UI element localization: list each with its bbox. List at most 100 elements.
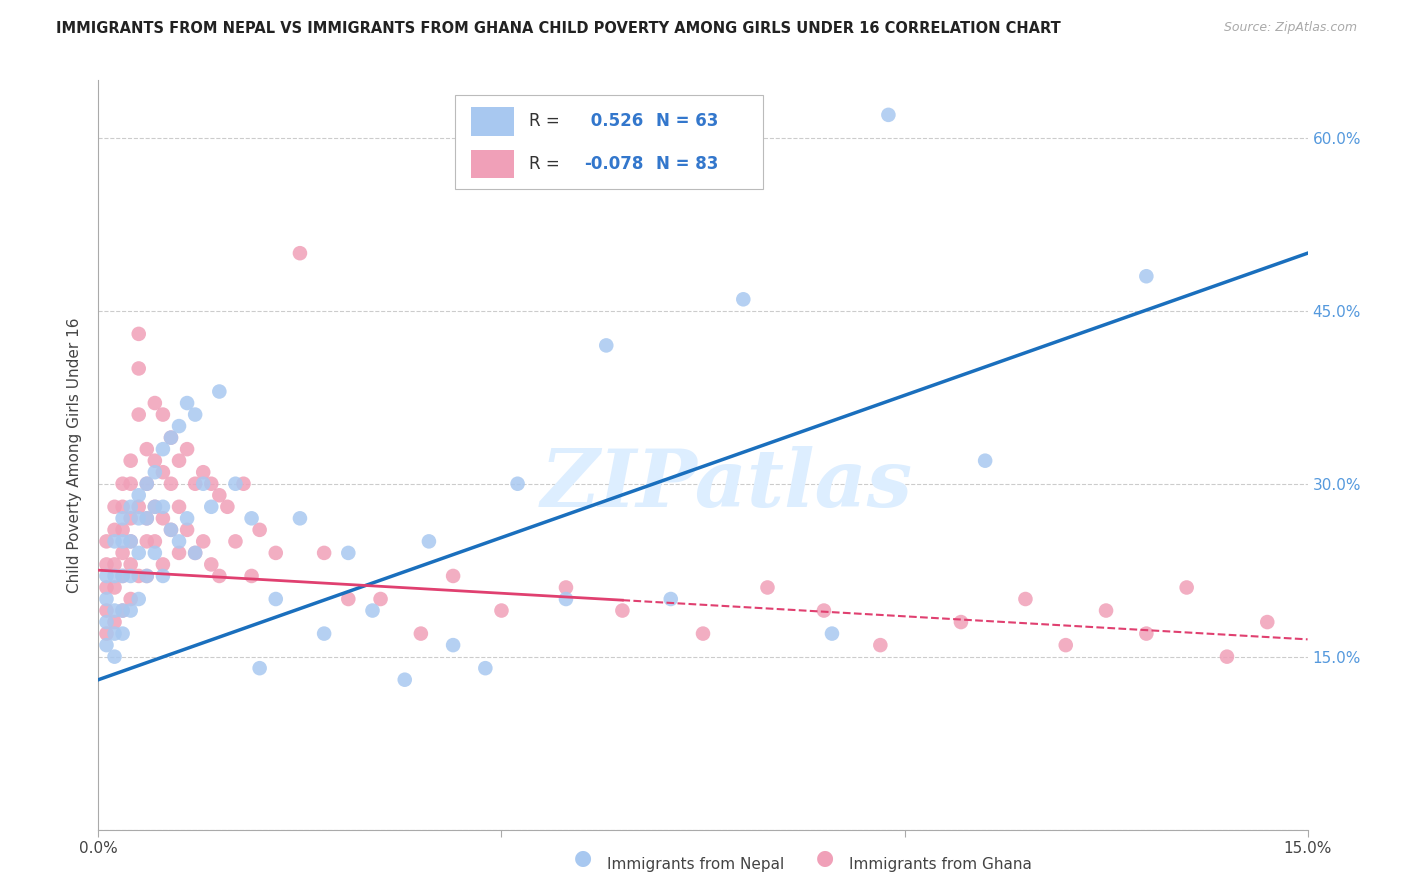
Point (143, 534, 166, 549)
Point (595, 338, 617, 352)
Point (111, 603, 134, 617)
Point (160, 523, 183, 537)
Point (143, 546, 166, 560)
Point (264, 592, 287, 607)
Point (184, 408, 207, 422)
Point (120, 511, 142, 525)
Point (733, 293, 755, 307)
Point (128, 546, 150, 560)
Point (111, 546, 134, 560)
Point (1014, 592, 1036, 607)
Point (96, 638, 118, 652)
Point (756, 581, 779, 595)
Point (135, 511, 157, 525)
Point (224, 476, 246, 491)
Text: IMMIGRANTS FROM NEPAL VS IMMIGRANTS FROM GHANA CHILD POVERTY AMONG GIRLS UNDER 1: IMMIGRANTS FROM NEPAL VS IMMIGRANTS FROM… (56, 21, 1062, 36)
Point (1256, 615, 1278, 629)
Text: ●: ● (575, 848, 592, 868)
Point (120, 592, 142, 607)
Point (152, 558, 174, 572)
Point (184, 546, 207, 560)
Point (1054, 638, 1077, 652)
Point (555, 581, 578, 595)
Point (370, 592, 392, 607)
Point (143, 500, 166, 514)
Point (96, 626, 118, 640)
Point (143, 453, 166, 467)
Point (167, 453, 190, 467)
Point (288, 246, 311, 260)
Point (135, 476, 157, 491)
Point (128, 569, 150, 583)
Point (176, 396, 198, 410)
Point (184, 476, 207, 491)
Point (135, 476, 157, 491)
Point (152, 569, 174, 583)
Point (103, 534, 125, 549)
Point (813, 603, 835, 617)
Text: ●: ● (817, 848, 834, 868)
Point (167, 500, 190, 514)
Text: Immigrants from Nepal: Immigrants from Nepal (607, 857, 785, 872)
Point (240, 511, 263, 525)
Point (418, 534, 440, 549)
Point (184, 546, 207, 560)
Point (441, 569, 464, 583)
Point (1216, 649, 1239, 664)
Point (120, 534, 142, 549)
Point (193, 476, 215, 491)
Point (337, 546, 360, 560)
Point (160, 431, 183, 445)
Point (208, 384, 231, 399)
Point (152, 465, 174, 479)
Point (103, 626, 125, 640)
Point (869, 638, 891, 652)
Point (249, 523, 271, 537)
Point (128, 511, 150, 525)
Point (111, 534, 134, 549)
Point (103, 569, 125, 583)
Text: Immigrants from Ghana: Immigrants from Ghana (849, 857, 1032, 872)
Point (120, 500, 142, 514)
Point (491, 603, 513, 617)
Point (120, 476, 142, 491)
Point (120, 603, 142, 617)
Point (176, 442, 198, 457)
Point (193, 534, 215, 549)
Point (1135, 269, 1157, 284)
Point (103, 615, 125, 629)
Point (949, 615, 972, 629)
Point (111, 476, 134, 491)
Point (208, 488, 231, 502)
Point (974, 453, 997, 467)
Point (111, 603, 134, 617)
Point (96, 569, 118, 583)
Point (111, 626, 134, 640)
Point (128, 488, 150, 502)
Point (821, 626, 844, 640)
Point (111, 500, 134, 514)
Point (1175, 581, 1198, 595)
Point (394, 673, 416, 687)
Point (167, 534, 190, 549)
Point (474, 661, 496, 675)
Point (96, 581, 118, 595)
Text: Source: ZipAtlas.com: Source: ZipAtlas.com (1223, 21, 1357, 34)
Text: ZIPatlas: ZIPatlas (541, 446, 914, 524)
Point (111, 523, 134, 537)
Point (506, 476, 529, 491)
Point (103, 500, 125, 514)
Point (120, 569, 142, 583)
Point (160, 476, 183, 491)
Point (232, 476, 254, 491)
Point (128, 500, 150, 514)
Point (249, 661, 271, 675)
Point (441, 638, 464, 652)
Point (1135, 626, 1157, 640)
Point (612, 603, 634, 617)
Point (96, 592, 118, 607)
Point (167, 546, 190, 560)
Point (135, 442, 157, 457)
Point (193, 465, 215, 479)
Point (314, 626, 336, 640)
